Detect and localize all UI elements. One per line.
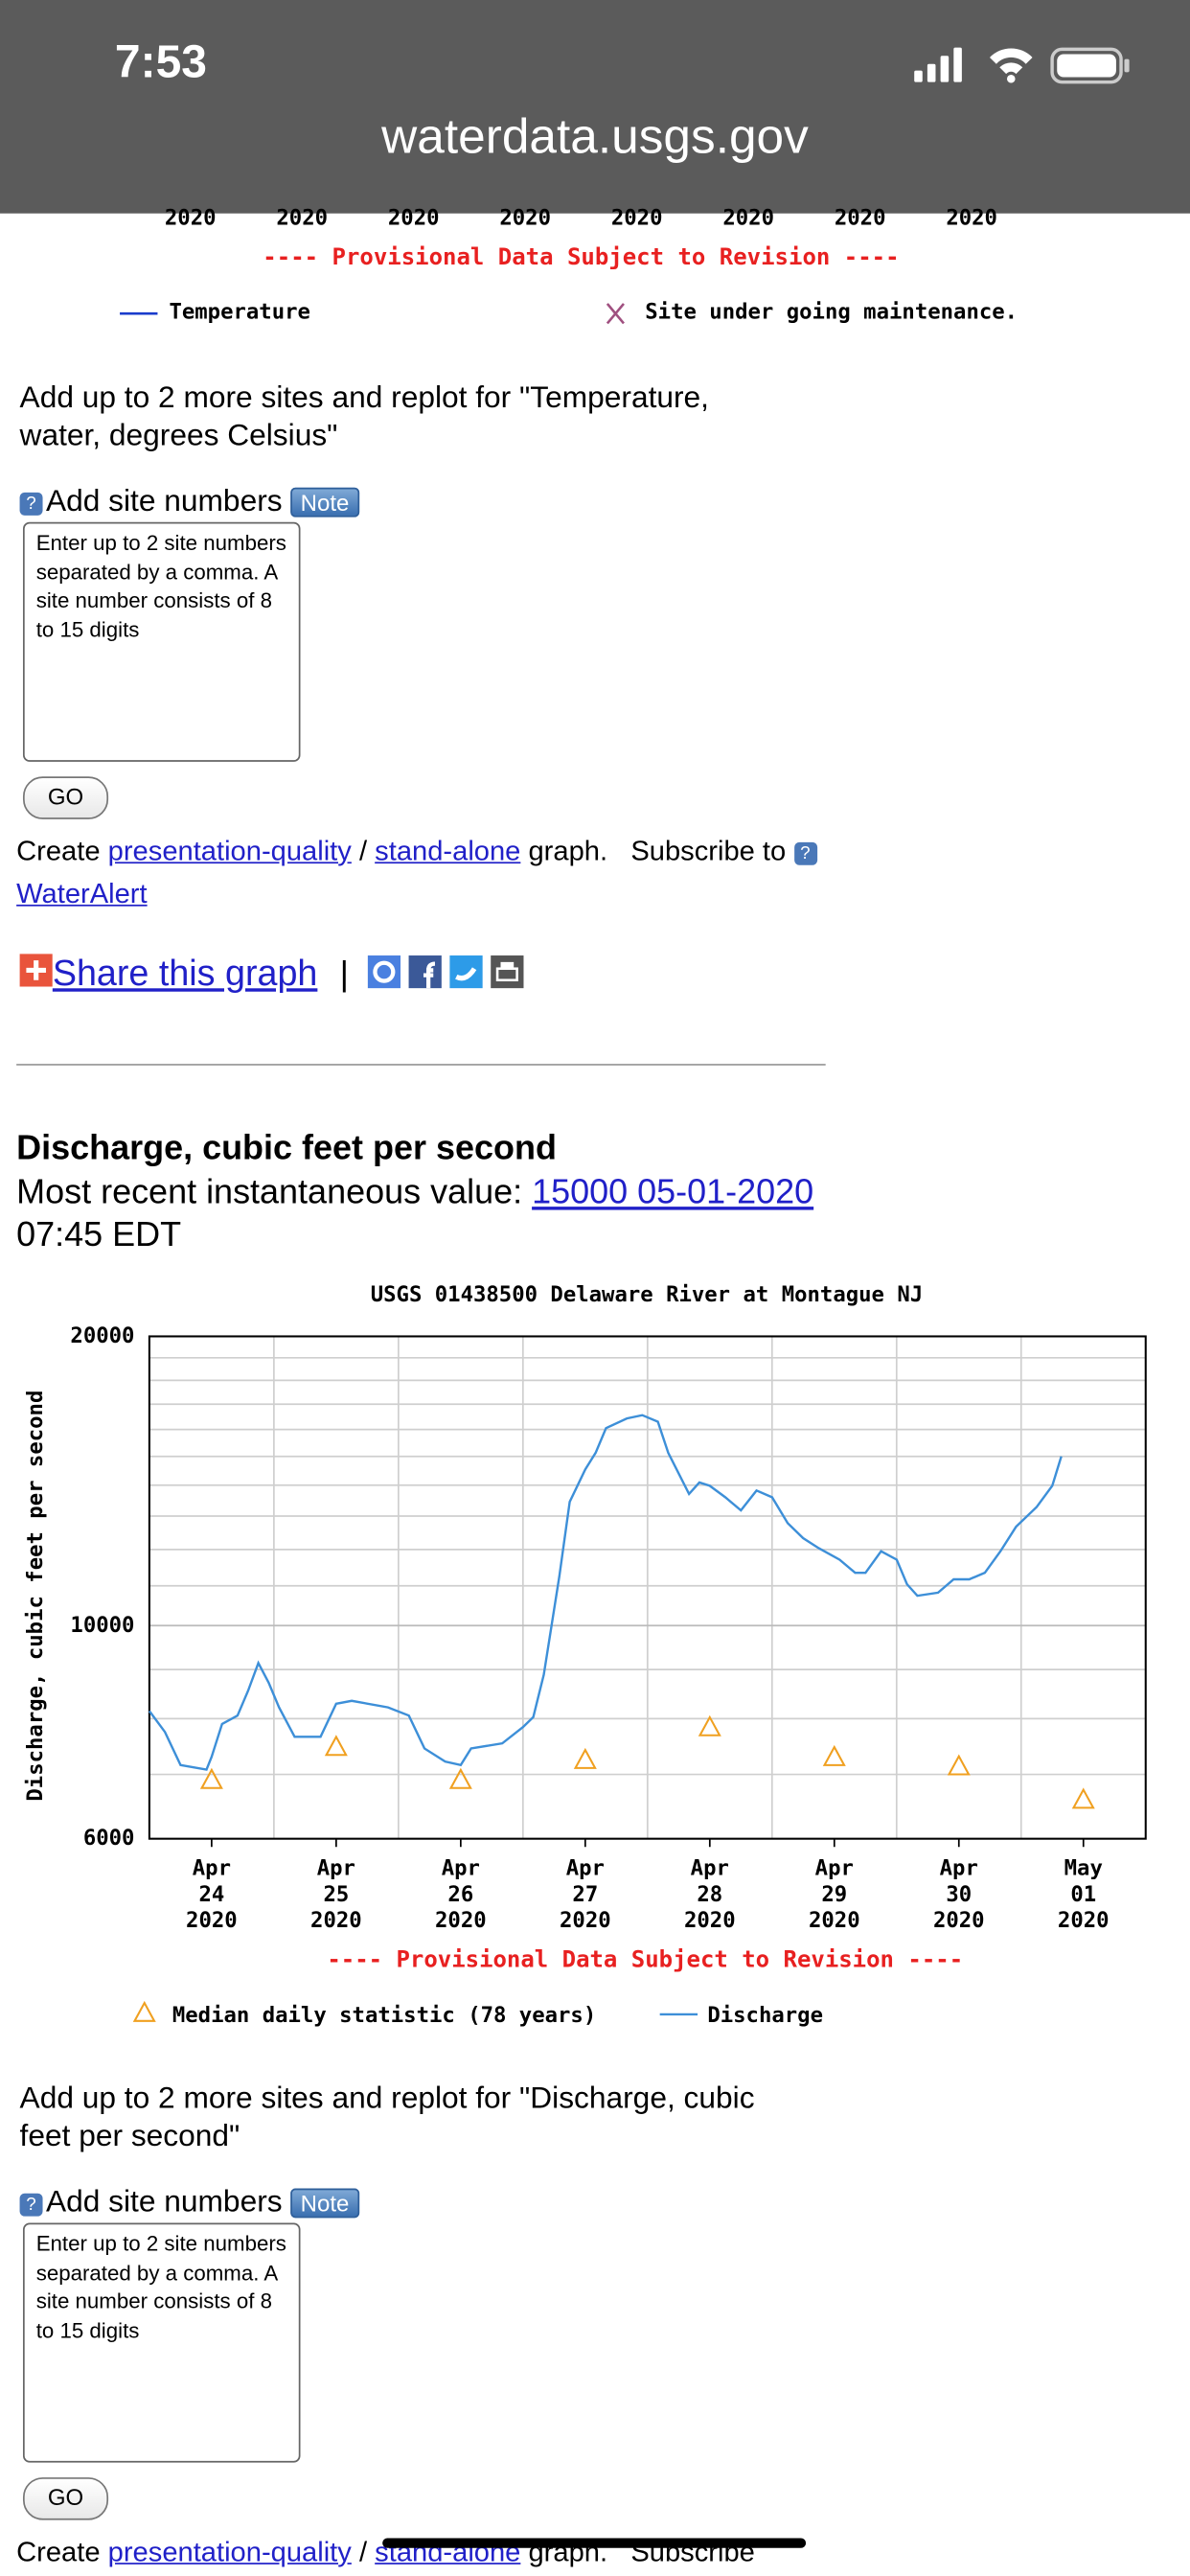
x-tick-label: Apr 28 2020 xyxy=(683,1856,736,1935)
recent-value-link[interactable]: 15000 05-01-2020 xyxy=(532,1173,814,1212)
x-tick-label: 2020 xyxy=(834,206,886,232)
x-tick-label: Apr 27 2020 xyxy=(560,1856,611,1935)
text: / xyxy=(358,2536,368,2568)
link[interactable]: stand-alone xyxy=(375,835,521,867)
google-icon[interactable] xyxy=(367,955,400,989)
replot-text: Add up to 2 more sites and replot for "D… xyxy=(19,2080,755,2152)
legend-label: Site under going maintenance. xyxy=(645,300,1018,326)
link[interactable]: presentation-quality xyxy=(107,835,352,867)
x-tick-label: 2020 xyxy=(499,206,552,232)
x-tick-label: 2020 xyxy=(722,206,774,232)
median-marker xyxy=(1071,1787,1095,1809)
x-tick-label: Apr 26 2020 xyxy=(435,1856,487,1935)
text: graph. Subscribe to xyxy=(528,835,787,867)
status-icons xyxy=(914,47,1130,84)
x-tick-label: 2020 xyxy=(164,206,217,232)
y-axis-label: Discharge, cubic feet per second xyxy=(23,1391,48,1802)
add-site-label: Add site numbers xyxy=(45,2183,283,2219)
legend-label: Median daily statistic (78 years) xyxy=(172,2003,596,2028)
x-tick-label: 2020 xyxy=(276,206,329,232)
browser-bar: 7:53 waterdata.usgs.gov xyxy=(0,0,1190,214)
median-marker xyxy=(698,1714,721,1736)
note-button[interactable]: Note xyxy=(290,487,359,518)
recent-value-line: Most recent instantaneous value: 15000 0… xyxy=(16,1172,820,1257)
legend-label: Temperature xyxy=(169,300,310,326)
chart-area: USGS 01438500 Delaware River at Montague… xyxy=(0,1264,1190,2052)
provisional-note: ---- Provisional Data Subject to Revisio… xyxy=(263,244,900,271)
legend-marker xyxy=(132,2000,156,2022)
x-tick-label: 2020 xyxy=(610,206,663,232)
y-tick-label: 6000 xyxy=(83,1826,135,1851)
median-marker xyxy=(947,1754,971,1776)
provisional-note: ---- Provisional Data Subject to Revisio… xyxy=(327,1945,963,1972)
help-icon[interactable]: ? xyxy=(19,492,43,516)
share-icon[interactable] xyxy=(19,954,53,987)
x-tick-label: Apr 25 2020 xyxy=(310,1856,362,1935)
x-tick-label: 2020 xyxy=(946,206,997,232)
legend-cross xyxy=(606,303,625,325)
note-button[interactable]: Note xyxy=(290,2188,359,2219)
print-icon[interactable] xyxy=(491,955,524,989)
median-marker xyxy=(448,1767,472,1789)
facebook-icon[interactable] xyxy=(408,955,442,989)
add-site-label: Add site numbers xyxy=(45,482,283,518)
home-indicator xyxy=(382,2538,807,2548)
help-icon[interactable]: ? xyxy=(793,841,817,865)
link[interactable]: presentation-quality xyxy=(107,2536,352,2568)
divider xyxy=(16,1064,826,1066)
median-marker xyxy=(822,1744,846,1766)
add-site-row: ? Add site numbers Note xyxy=(19,481,359,518)
go-button[interactable]: GO xyxy=(22,776,109,819)
go-button[interactable]: GO xyxy=(22,2477,109,2520)
link[interactable]: WaterAlert xyxy=(16,878,148,910)
x-tick-label: 2020 xyxy=(387,206,440,232)
twitter-icon[interactable] xyxy=(449,955,483,989)
legend-label: Discharge xyxy=(707,2003,823,2028)
create-line: Create presentation-quality / stand-alon… xyxy=(16,831,837,916)
median-marker xyxy=(199,1767,223,1789)
x-tick-label: Apr 29 2020 xyxy=(808,1856,860,1935)
replot-text: Add up to 2 more sites and replot for "T… xyxy=(19,379,710,452)
legend-symbols xyxy=(120,303,625,325)
site-input[interactable]: Enter up to 2 site numbers separated by … xyxy=(22,2222,301,2463)
median-marker xyxy=(573,1747,597,1769)
data-line xyxy=(148,1414,1063,1771)
x-tick-label: Apr 24 2020 xyxy=(186,1856,238,1935)
help-icon[interactable]: ? xyxy=(19,2193,43,2217)
text: 07:45 EDT xyxy=(16,1216,182,1254)
add-site-row: ? Add site numbers Note xyxy=(19,2182,359,2220)
text: / xyxy=(358,835,368,867)
text: Most recent instantaneous value: xyxy=(16,1173,523,1212)
chart: USGS 01438500 Delaware River at Montague… xyxy=(23,1282,1147,2028)
median-marker xyxy=(324,1735,348,1757)
y-tick-label: 10000 xyxy=(70,1613,134,1638)
separator: | xyxy=(339,955,349,994)
text: Create xyxy=(16,2536,101,2568)
social-icons xyxy=(367,955,524,989)
x-tick-label: May 01 2020 xyxy=(1057,1856,1110,1935)
url[interactable]: waterdata.usgs.gov xyxy=(381,109,809,165)
y-tick-label: 20000 xyxy=(70,1323,134,1348)
text: Create xyxy=(16,835,101,867)
x-tick-label: Apr 30 2020 xyxy=(932,1856,985,1935)
share-link[interactable]: Share this graph xyxy=(52,952,318,994)
plot-frame xyxy=(148,1335,1147,1840)
clock: 7:53 xyxy=(114,35,207,87)
x-tick-labels: 2020 2020 2020 2020 2020 2020 2020 2020 xyxy=(134,207,1027,232)
section-heading: Discharge, cubic feet per second xyxy=(16,1129,557,1168)
chart-title: USGS 01438500 Delaware River at Montague… xyxy=(371,1282,923,1307)
site-input[interactable]: Enter up to 2 site numbers separated by … xyxy=(22,521,301,762)
